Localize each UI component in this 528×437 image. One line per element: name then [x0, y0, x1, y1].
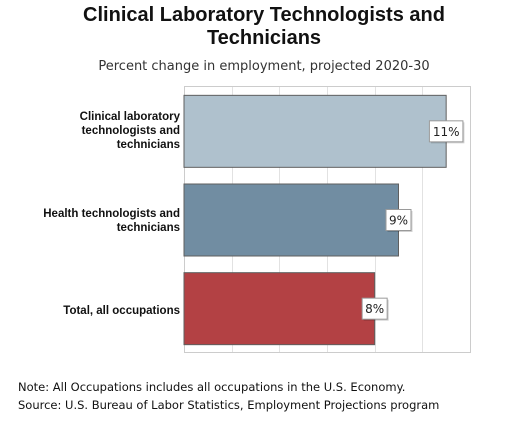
- chart-source: Source: U.S. Bureau of Labor Statistics,…: [18, 398, 440, 412]
- chart-subtitle: Percent change in employment, projected …: [98, 59, 430, 74]
- data-label-box: [361, 297, 388, 320]
- category-label-line: technicians: [116, 139, 180, 151]
- data-label: 11%: [433, 125, 460, 139]
- data-label-box: [428, 120, 464, 143]
- category-label-clinical: Clinical laboratory technologists and te…: [10, 110, 180, 152]
- chart-note: Note: All Occupations includes all occup…: [18, 380, 406, 394]
- bar-2: [183, 183, 399, 257]
- category-label-line: technologists and: [81, 125, 180, 137]
- category-label-line: technicians: [116, 222, 180, 234]
- category-label-health: Health technologists and technicians: [10, 207, 180, 235]
- data-label: 8%: [365, 302, 384, 316]
- bar-3: [183, 272, 376, 346]
- category-label-total: Total, all occupations: [10, 304, 180, 318]
- data-label-box: [385, 209, 412, 231]
- chart-title: Clinical Laboratory Technologists and Te…: [0, 4, 528, 50]
- category-label-line: Total, all occupations: [63, 305, 180, 317]
- chart-title-line-2: Technicians: [206, 27, 322, 49]
- category-label-line: Health technologists and: [43, 208, 180, 220]
- chart-title-line-1: Clinical Laboratory Technologists and: [83, 4, 445, 26]
- bar-1: [183, 94, 447, 168]
- category-label-line: Clinical laboratory: [79, 111, 180, 123]
- data-label: 9%: [389, 214, 408, 228]
